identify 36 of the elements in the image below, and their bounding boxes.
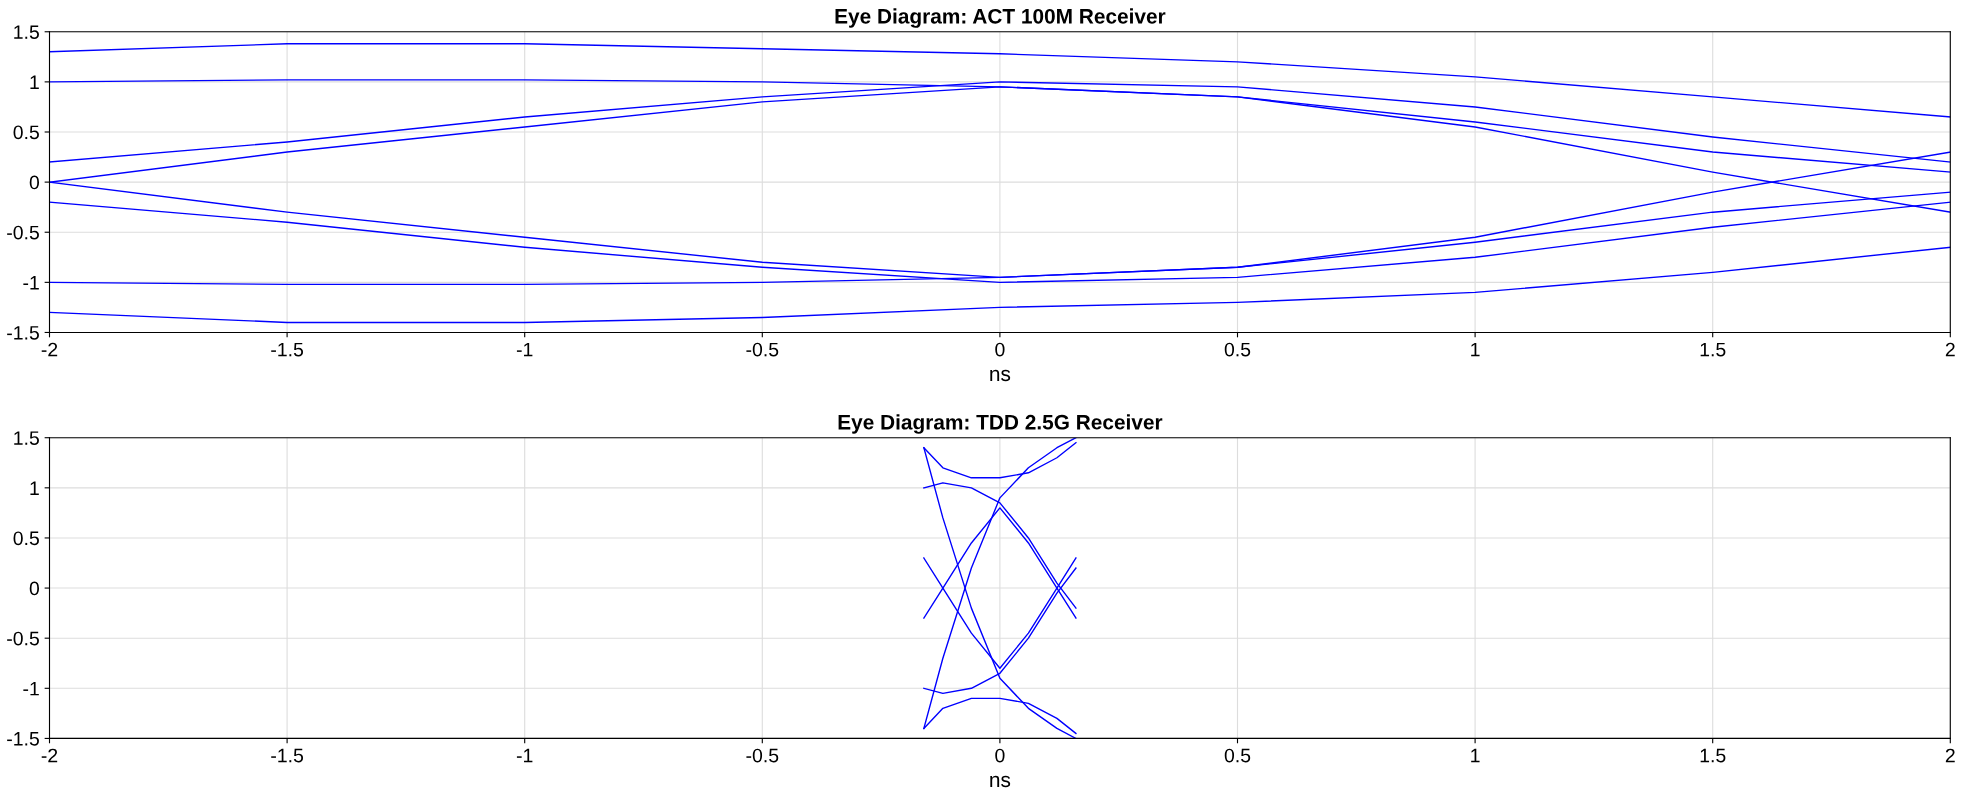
x-tick-label: 0.5 — [1224, 748, 1251, 763]
y-tick-label: -1.5 — [7, 326, 39, 340]
x-tick-label: -1.5 — [271, 748, 304, 763]
x-axis-title: ns — [990, 775, 1011, 788]
x-axis-title: ns — [990, 369, 1011, 382]
y-tick-label: 0.5 — [13, 531, 39, 546]
y-tick-label: 0.5 — [13, 125, 39, 140]
y-tick-label: 1.5 — [14, 431, 39, 445]
y-tick-label: -0.5 — [7, 631, 39, 646]
x-tick-label: 0.5 — [1224, 342, 1251, 357]
y-tick-label: -1 — [23, 681, 39, 696]
chart-title: Eye Diagram: ACT 100M Receiver — [835, 8, 1166, 28]
x-tick-label: -1 — [516, 342, 533, 357]
y-tick-label: 0 — [29, 581, 40, 596]
x-tick-label: -2 — [41, 748, 58, 763]
x-tick-label: 1 — [1471, 748, 1480, 763]
x-tick-label: 1.5 — [1700, 342, 1726, 357]
x-tick-label: 2 — [1945, 342, 1955, 357]
chart-title: Eye Diagram: TDD 2.5G Receiver — [838, 414, 1163, 434]
y-tick-label: 1 — [30, 481, 39, 495]
x-tick-label: -1.5 — [271, 342, 304, 357]
x-tick-label: -1 — [516, 748, 533, 763]
y-tick-label: -0.5 — [7, 225, 39, 240]
x-tick-label: 0 — [995, 748, 1005, 763]
y-tick-label: 0 — [29, 175, 40, 190]
x-tick-label: -0.5 — [746, 342, 779, 357]
y-tick-label: 1.5 — [14, 25, 39, 39]
y-tick-label: -1.5 — [7, 732, 39, 746]
x-tick-label: 1 — [1471, 342, 1480, 357]
x-tick-label: -2 — [41, 342, 58, 357]
x-tick-label: 2 — [1945, 748, 1955, 763]
y-tick-label: 1 — [30, 75, 39, 89]
x-tick-label: -0.5 — [746, 748, 779, 763]
x-tick-label: 1.5 — [1700, 748, 1726, 763]
y-tick-label: -1 — [23, 276, 39, 290]
x-tick-label: 0 — [995, 342, 1005, 357]
